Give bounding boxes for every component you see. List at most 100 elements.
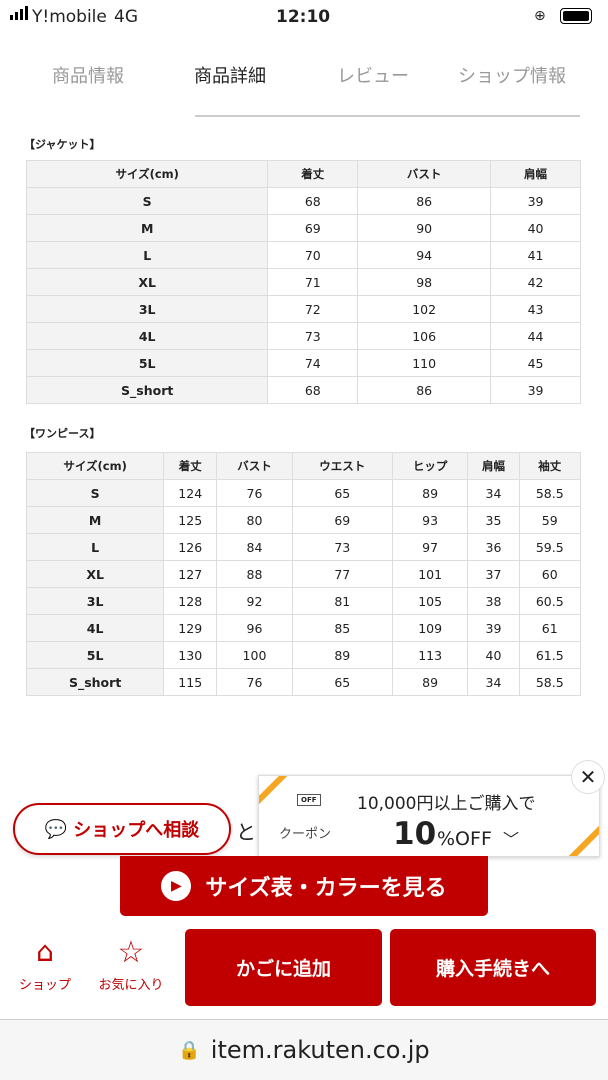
table-cell: 89	[391, 479, 469, 507]
table-cell: 61.5	[518, 641, 582, 669]
table-cell: S_short	[25, 668, 165, 696]
tab-product-info[interactable]: 商品情報	[52, 66, 124, 87]
column-header: バスト	[357, 160, 492, 188]
table-cell: 39	[490, 187, 581, 215]
table-cell: 88	[216, 560, 293, 588]
column-header: サイズ(cm)	[25, 452, 165, 480]
shop-icon: ⌂	[36, 935, 54, 968]
favorite-button[interactable]: ☆ お気に入り	[88, 935, 174, 993]
table-cell: 43	[490, 295, 581, 323]
coupon-stripe	[259, 776, 292, 807]
tab-review[interactable]: レビュー	[337, 66, 409, 87]
table-header-row: サイズ(cm) 着丈 バスト 肩幅	[25, 160, 581, 188]
coupon-label: クーポン	[279, 827, 332, 842]
table-cell: 125	[163, 506, 218, 534]
table-cell: S_short	[25, 376, 269, 404]
table-cell: 73	[291, 533, 393, 561]
table-cell: 69	[267, 214, 359, 242]
table-cell: 60	[518, 560, 582, 588]
time: 12:10	[276, 7, 331, 27]
shop-label: ショップ	[18, 978, 71, 993]
coupon-stripe	[566, 823, 599, 856]
battery-icon	[560, 8, 592, 24]
table-cell: 59	[518, 506, 582, 534]
table-cell: 5L	[25, 349, 269, 377]
table-cell: 93	[391, 506, 469, 534]
table-cell: 60.5	[518, 587, 582, 615]
column-header: バスト	[216, 452, 293, 480]
table-cell: 86	[357, 376, 492, 404]
column-header: ヒップ	[391, 452, 469, 480]
table-cell: 106	[357, 322, 492, 350]
table-cell: 81	[291, 587, 393, 615]
coupon-value: 10	[393, 816, 437, 852]
table-cell: 34	[467, 668, 520, 696]
table-cell: S	[25, 187, 269, 215]
column-header: 袖丈	[518, 452, 582, 480]
table-cell: 61	[518, 614, 582, 642]
table-cell: 65	[291, 668, 393, 696]
table-row: XL 71 98 42	[25, 268, 581, 296]
table-cell: 94	[357, 241, 492, 269]
chevron-down-icon: ﹀	[503, 830, 520, 849]
jacket-title: 【ジャケット】	[24, 138, 101, 151]
table-row: S_short 68 86 39	[25, 376, 581, 404]
table-cell: 76	[216, 479, 293, 507]
table-cell: 105	[391, 587, 469, 615]
size-color-label: サイズ表・カラーを見る	[205, 876, 447, 901]
coupon-unit: %OFF	[437, 828, 492, 850]
table-cell: 130	[163, 641, 218, 669]
rotation-lock-icon: ⊕	[534, 8, 546, 24]
table-cell: 128	[163, 587, 218, 615]
table-cell: 71	[267, 268, 359, 296]
checkout-button[interactable]: 購入手続きへ	[390, 929, 596, 1006]
url-text: item.rakuten.co.jp	[210, 1036, 430, 1064]
table-row: 5L 130 100 89 113 40 61.5	[25, 641, 582, 669]
table-cell: 58.5	[518, 479, 582, 507]
table-cell: 129	[163, 614, 218, 642]
address-bar[interactable]: 🔒 item.rakuten.co.jp	[0, 1019, 608, 1080]
coupon-banner[interactable]: OFF クーポン 10,000円以上ご購入で 10 %OFF ﹀	[258, 775, 600, 857]
table-row: L 126 84 73 97 36 59.5	[25, 533, 582, 561]
table-cell: 35	[467, 506, 520, 534]
table-cell: 97	[391, 533, 469, 561]
shop-consult-button[interactable]: 💬 ショップへ相談	[13, 803, 231, 855]
table-cell: 115	[163, 668, 218, 696]
favorite-label: お気に入り	[98, 978, 164, 993]
table-cell: 73	[267, 322, 359, 350]
table-cell: 39	[490, 376, 581, 404]
size-color-button[interactable]: ▶ サイズ表・カラーを見る	[120, 856, 488, 916]
tab-bar: 商品情報 商品詳細 レビュー ショップ情報	[0, 54, 608, 104]
table-cell: L	[25, 241, 269, 269]
tab-shop-info[interactable]: ショップ情報	[458, 66, 566, 87]
table-row: S 124 76 65 89 34 58.5	[25, 479, 582, 507]
table-row: XL 127 88 77 101 37 60	[25, 560, 582, 588]
consult-suffix: と	[236, 820, 256, 844]
table-cell: 90	[357, 214, 492, 242]
shop-button[interactable]: ⌂ ショップ	[10, 935, 80, 993]
add-to-cart-button[interactable]: かごに追加	[185, 929, 382, 1006]
table-cell: 126	[163, 533, 218, 561]
table-cell: 124	[163, 479, 218, 507]
table-cell: 77	[291, 560, 393, 588]
table-cell: 80	[216, 506, 293, 534]
table-cell: 89	[291, 641, 393, 669]
column-header: サイズ(cm)	[25, 160, 269, 188]
table-row: M 69 90 40	[25, 214, 581, 242]
table-cell: 5L	[25, 641, 165, 669]
carrier: Y!mobile	[32, 7, 107, 27]
table-cell: 86	[357, 187, 492, 215]
table-cell: 109	[391, 614, 469, 642]
coupon-condition: 10,000円以上ご購入で	[357, 794, 536, 814]
table-row: 3L 72 102 43	[25, 295, 581, 323]
close-icon[interactable]: ✕	[571, 760, 605, 794]
table-cell: 4L	[25, 614, 165, 642]
table-cell: L	[25, 533, 165, 561]
signal-icon	[10, 6, 28, 20]
table-cell: 40	[490, 214, 581, 242]
tab-product-detail[interactable]: 商品詳細	[194, 66, 266, 87]
table-cell: 4L	[25, 322, 269, 350]
table-row: 4L 129 96 85 109 39 61	[25, 614, 582, 642]
table-cell: 101	[391, 560, 469, 588]
table-cell: 3L	[25, 295, 269, 323]
